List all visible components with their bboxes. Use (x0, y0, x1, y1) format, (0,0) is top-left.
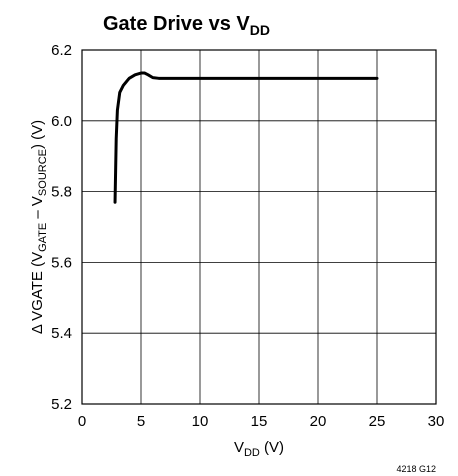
y-axis-label-suffix: ) (V) (29, 120, 46, 149)
y-axis-label-minus: – V (29, 196, 46, 223)
x-axis-label: VDD (V) (234, 439, 284, 459)
y-axis-label-gate-sub2: GATE (37, 223, 49, 252)
x-tick-label-1: 5 (137, 413, 145, 430)
x-axis-label-sub: DD (244, 447, 260, 459)
x-tick-label-6: 30 (428, 413, 445, 430)
chart-title-sub: DD (250, 22, 270, 38)
x-axis-label-main: V (234, 439, 244, 456)
y-tick-label-3: 5.8 (51, 184, 72, 201)
y-tick-label-2: 5.6 (51, 254, 72, 271)
y-tick-label-5: 6.2 (51, 42, 72, 59)
series-line (113, 71, 379, 204)
y-tick-label-0: 5.2 (51, 396, 72, 413)
chart-title-main: Gate Drive vs V (103, 13, 250, 35)
x-tick-labels: 0 5 10 15 20 25 30 (78, 413, 445, 430)
y-tick-labels: 5.2 5.4 5.6 5.8 6.0 6.2 (51, 42, 72, 413)
y-axis-label: Δ VGATE (VGATE – VSOURCE) (V) (29, 120, 49, 334)
chart-title: Gate Drive vs VDD (103, 13, 270, 38)
y-tick-label-1: 5.4 (51, 325, 72, 342)
grid-lines (82, 50, 436, 404)
y-axis-label-gate-sub: GATE (29, 271, 46, 311)
x-tick-label-0: 0 (78, 413, 86, 430)
x-tick-label-3: 15 (251, 413, 268, 430)
y-tick-label-4: 6.0 (51, 113, 72, 130)
x-tick-label-4: 20 (310, 413, 327, 430)
x-axis-label-unit: (V) (260, 439, 284, 456)
x-tick-label-2: 10 (192, 413, 209, 430)
y-axis-label-prefix: Δ V (29, 311, 46, 334)
y-axis-label-source-sub: SOURCE (37, 149, 49, 196)
x-tick-label-5: 25 (369, 413, 386, 430)
y-axis-label-mid: (V (29, 252, 46, 271)
figure-id-note: 4218 G12 (396, 464, 436, 474)
plot-frame (81, 49, 437, 405)
